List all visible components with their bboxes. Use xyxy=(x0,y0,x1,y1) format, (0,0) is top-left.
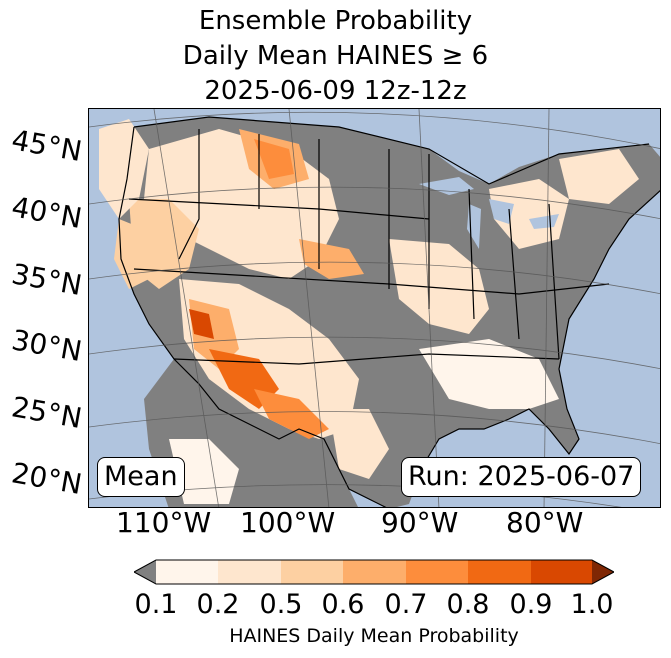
colorbar-tick-0-7: 0.7 xyxy=(384,589,428,620)
colorbar-tick-0-8: 0.8 xyxy=(446,589,490,620)
title-line-3: 2025-06-09 12z-12z xyxy=(204,76,467,106)
colorbar-segment-4 xyxy=(343,560,406,584)
graticule xyxy=(89,109,660,507)
probability-field xyxy=(99,119,639,504)
colorbar-segment-2 xyxy=(218,560,281,584)
run-label-box: Run: 2025-06-07 xyxy=(401,457,642,497)
colorbar-tick-0-6: 0.6 xyxy=(321,589,365,620)
lon-label-100: 100°W xyxy=(240,506,336,539)
lat-label-20: 20°N xyxy=(9,456,85,502)
colorbar-tick-0-5: 0.5 xyxy=(259,589,303,620)
colorbar-tick-1-0: 1.0 xyxy=(570,589,614,620)
map-canvas xyxy=(89,109,660,507)
colorbar-label: HAINES Daily Mean Probability xyxy=(229,625,519,647)
lat-label-40: 40°N xyxy=(9,190,85,236)
lon-label-110: 110°W xyxy=(116,506,212,539)
colorbar-tick-0-2: 0.2 xyxy=(196,589,240,620)
probability-map xyxy=(88,108,661,508)
colorbar-segment-5 xyxy=(406,560,468,584)
lat-label-30: 30°N xyxy=(9,323,85,369)
colorbar-outline xyxy=(134,559,614,585)
great-lakes xyxy=(419,177,559,249)
stat-label-box: Mean xyxy=(97,457,185,497)
colorbar-segment-7 xyxy=(531,560,592,584)
colorbar-over-triangle xyxy=(592,560,614,584)
colorbar-segment-1 xyxy=(156,560,218,584)
lat-label-35: 35°N xyxy=(9,257,85,303)
lat-label-45: 45°N xyxy=(9,123,85,169)
colorbar-segment-6 xyxy=(468,560,531,584)
colorbar-segment-3 xyxy=(281,560,343,584)
colorbar xyxy=(134,559,614,585)
lon-label-80: 80°W xyxy=(506,506,584,539)
colorbar-tick-0-1: 0.1 xyxy=(134,589,178,620)
lat-label-25: 25°N xyxy=(9,390,85,436)
colorbar-under-triangle xyxy=(134,560,156,584)
lon-label-90: 90°W xyxy=(381,506,459,539)
title-line-2: Daily Mean HAINES ≥ 6 xyxy=(182,41,489,71)
title-line-1: Ensemble Probability xyxy=(198,6,473,36)
colorbar-tick-0-9: 0.9 xyxy=(509,589,553,620)
